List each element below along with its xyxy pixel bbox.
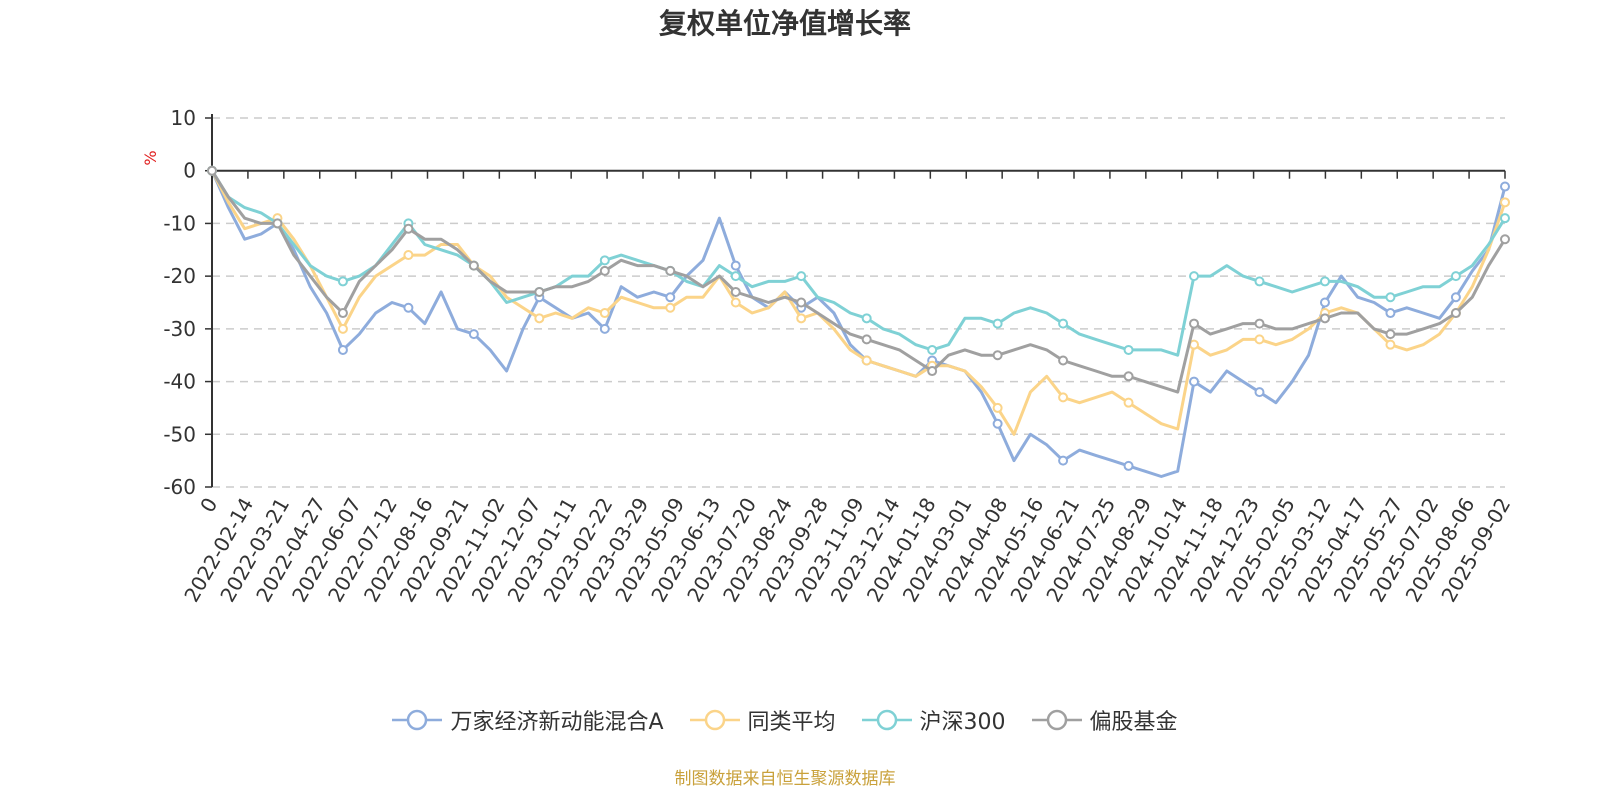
data-point [403, 223, 414, 234]
legend-label: 同类平均 [747, 710, 836, 735]
legend-swatch [689, 709, 740, 731]
data-point [337, 323, 348, 334]
legend-item[interactable]: 同类平均 [689, 704, 836, 736]
legend-item[interactable]: 万家经济新动能混合A [392, 704, 664, 736]
data-point [1385, 308, 1396, 319]
data-point [1189, 271, 1200, 282]
data-point [403, 250, 414, 261]
series-line-1 [210, 170, 1507, 436]
y-tick-label: 10 [171, 106, 196, 130]
data-point [1254, 387, 1265, 398]
series-line-3 [210, 169, 1507, 394]
data-point [1319, 297, 1330, 308]
data-point [599, 308, 610, 319]
data-point [1319, 276, 1330, 287]
data-point [534, 313, 545, 324]
data-point [1319, 313, 1330, 324]
data-point [861, 334, 872, 345]
y-tick-label: -10 [163, 211, 196, 235]
data-point [1500, 213, 1510, 224]
data-point [1123, 344, 1134, 355]
data-point [1189, 376, 1200, 387]
legend-label: 偏股基金 [1089, 710, 1178, 735]
data-point [272, 218, 283, 229]
data-point [1385, 339, 1396, 350]
data-point [1058, 355, 1069, 366]
data-point [1385, 292, 1396, 303]
data-point [992, 418, 1003, 429]
data-point [1450, 271, 1461, 282]
data-point [665, 292, 676, 303]
data-point [992, 402, 1003, 413]
data-point [796, 297, 807, 308]
data-point [1254, 318, 1265, 329]
legend-label: 万家经济新动能混合A [450, 710, 664, 735]
data-point [861, 313, 872, 324]
data-point [1254, 334, 1265, 345]
source-note: 制图数据来自恒生聚源数据库 [674, 769, 896, 789]
legend-swatch [392, 709, 443, 731]
y-tick-label: -40 [163, 370, 196, 394]
data-point [207, 165, 217, 176]
data-point [1500, 234, 1510, 245]
data-point [730, 297, 741, 308]
y-tick-label: -60 [163, 475, 196, 499]
data-point [1058, 455, 1069, 466]
chart-title: 复权单位净值增长率 [658, 7, 911, 40]
data-point [1385, 329, 1396, 340]
data-point [1058, 392, 1069, 403]
legend-swatch [1031, 709, 1082, 731]
series-line-0 [210, 170, 1507, 478]
data-point [861, 355, 872, 366]
data-point [927, 366, 938, 377]
data-point [1500, 181, 1510, 192]
data-point [1058, 318, 1069, 329]
data-point [1189, 318, 1200, 329]
y-axis-label: % [141, 150, 160, 165]
legend-label: 沪深300 [919, 710, 1006, 735]
data-point [337, 276, 348, 287]
data-point [468, 329, 479, 340]
series-lines [207, 165, 1510, 478]
data-point [665, 265, 676, 276]
data-point [1450, 308, 1461, 319]
data-point [796, 271, 807, 282]
y-tick-label: -50 [163, 422, 196, 446]
data-point [337, 308, 348, 319]
data-point [730, 271, 741, 282]
data-point [796, 313, 807, 324]
data-point [403, 302, 414, 313]
y-tick-label: -20 [163, 264, 196, 288]
legend-swatch [861, 709, 912, 731]
data-point [1500, 197, 1510, 208]
data-point [1450, 292, 1461, 303]
data-point [1189, 339, 1200, 350]
legend-item[interactable]: 偏股基金 [1031, 704, 1178, 736]
y-tick-label: 0 [183, 159, 196, 183]
series-line-2 [210, 169, 1507, 357]
data-point [337, 344, 348, 355]
data-point [1123, 397, 1134, 408]
data-point [534, 286, 545, 297]
axes [205, 114, 1506, 488]
data-point [927, 344, 938, 355]
data-point [599, 323, 610, 334]
data-point [599, 265, 610, 276]
legend: 万家经济新动能混合A 同类平均 沪深300 偏股基金 [0, 704, 1570, 736]
data-point [599, 255, 610, 266]
grid-lines [212, 117, 1505, 488]
data-point [1123, 460, 1134, 471]
data-point [730, 286, 741, 297]
data-point [992, 318, 1003, 329]
x-tick-label: 0 [195, 494, 222, 517]
data-point [1254, 276, 1265, 287]
legend-item[interactable]: 沪深300 [861, 704, 1006, 736]
data-point [1123, 371, 1134, 382]
data-point [992, 350, 1003, 361]
data-point [730, 260, 741, 271]
y-tick-label: -30 [163, 317, 196, 341]
data-point [665, 302, 676, 313]
data-point [468, 260, 479, 271]
line-chart: 100-10-20-30-40-50-60%02022-02-142022-03… [141, 106, 1515, 606]
